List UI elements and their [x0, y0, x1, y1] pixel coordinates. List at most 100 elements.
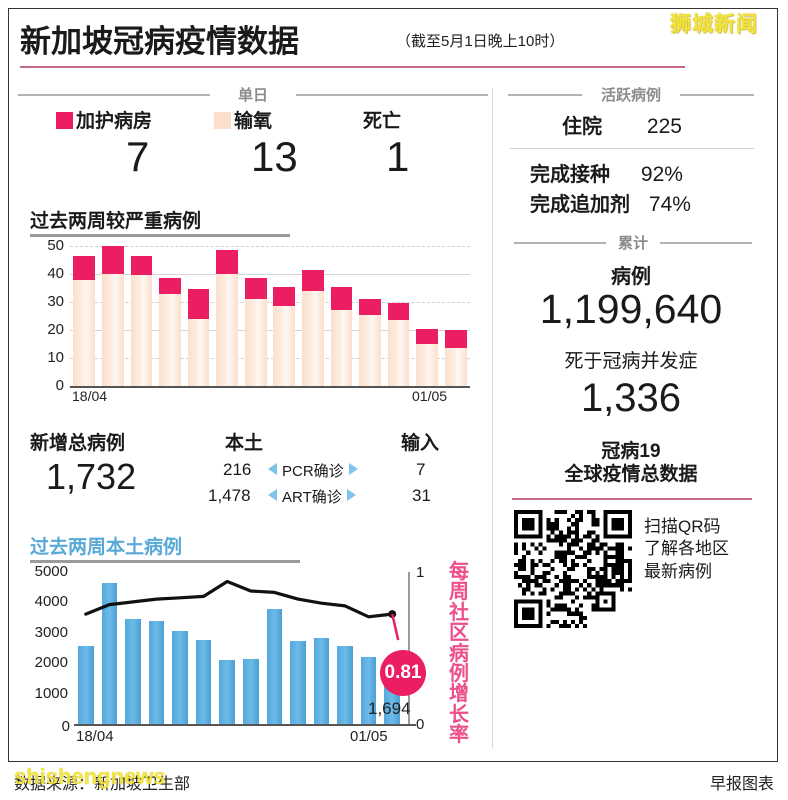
icu-segment: [273, 286, 296, 307]
icu-segment: [416, 328, 438, 344]
local-cases-label: 本土: [225, 433, 264, 454]
chart2-right-tick-bottom: 0: [416, 716, 425, 733]
qr-title-line2: 全球疫情总数据: [564, 464, 698, 486]
legend-deaths: 死亡: [363, 106, 401, 133]
vaccinated-label: 完成接种: [530, 164, 610, 186]
chart2-ytick-3000: 3000: [34, 623, 68, 641]
oxygen-segment: [102, 274, 124, 386]
arrow-right-icon: [346, 489, 356, 501]
oxygen-segment: [330, 310, 353, 386]
legend-oxygen-label: 输氧: [234, 111, 273, 132]
chart2-bar: [337, 645, 353, 724]
column-divider: [492, 88, 493, 748]
deaths-value: 1: [386, 133, 410, 180]
art-local-value: 1,478: [208, 486, 251, 505]
qr-text-line2: 了解各地区: [644, 539, 729, 559]
chart2-bar: [195, 639, 212, 724]
active-divider: [510, 148, 754, 149]
chart1-ytick-10: 10: [47, 349, 64, 366]
arrow-right-icon: [348, 463, 358, 475]
right-axis-label-char: 长: [449, 703, 469, 726]
icu-segment: [244, 278, 267, 300]
arrow-left-icon: [268, 489, 277, 501]
icu-segment: [359, 299, 381, 315]
chart-severe-cases: 0 10 20 30 40 50 18/04 01/05: [30, 237, 480, 418]
cumulative-deaths-label: 死于冠病并发症: [564, 351, 698, 372]
gridline: [70, 246, 470, 247]
pcr-imported-value: 7: [416, 460, 426, 479]
art-row-label: ART确诊: [268, 486, 356, 507]
cumulative-cases-value: 1,199,640: [539, 286, 723, 332]
chart2-title: 过去两周本土病例: [30, 537, 183, 558]
chart1-ytick-40: 40: [47, 265, 64, 282]
icu-segment: [330, 286, 353, 311]
chart2-title-underline: [30, 560, 300, 563]
qr-code[interactable]: [514, 510, 632, 628]
right-axis-label-char: 例: [449, 662, 469, 685]
oxygen-color-swatch: [214, 112, 231, 129]
chart2-ytick-1000: 1000: [34, 684, 68, 702]
oxygen-segment: [273, 306, 296, 386]
chart1-ytick-0: 0: [55, 377, 64, 394]
chart2-bar: [266, 609, 283, 724]
daily-stats: 加护病房 7 输氧 13 死亡 1: [18, 106, 488, 192]
chart1-xtick-end: 01/05: [412, 388, 448, 404]
booster-label: 完成追加剂: [530, 194, 630, 216]
left-column: 单日 加护病房 7 输氧 13 死亡 1 过去两周较严重病例 0 10 20 30 40…: [18, 84, 488, 756]
icu-segment: [102, 246, 124, 274]
hospitalised-label: 住院: [562, 116, 602, 138]
gridline: [70, 302, 470, 303]
chart1-plot-area: [70, 246, 470, 386]
chart2-right-tick-top: 1: [416, 564, 425, 581]
watermark-logo: 狮城新闻: [670, 13, 758, 36]
icu-segment: [216, 250, 238, 274]
right-axis-label-char: 病: [449, 642, 469, 665]
chart2-bar: [313, 638, 330, 724]
oxygen-segment: [159, 293, 181, 386]
chart1-ytick-50: 50: [47, 237, 64, 254]
pcr-row-label: PCR确诊: [268, 460, 358, 481]
header-divider: [20, 66, 685, 68]
right-axis-label-char: 社: [449, 601, 469, 624]
growth-rate-bubble: 0.81: [380, 650, 426, 696]
chart2-baseline: [74, 724, 416, 726]
daily-section-label: 单日: [237, 87, 268, 104]
chart1-baseline: [70, 386, 470, 388]
right-column: 活跃病例 住院 225 完成接种 92% 完成追加剂 74% 累计 病例 1,1…: [500, 84, 762, 756]
chart1-title-underline: [30, 234, 290, 237]
cumulative-section-label: 累计: [617, 235, 648, 252]
chart1-bar: [330, 246, 353, 386]
chart2-bar: [125, 619, 141, 724]
right-axis-label-char: 周: [449, 581, 469, 604]
growth-rate-line: [84, 579, 400, 641]
new-cases-stats: 新增总病例 1,732 本土 输入 216 PCR确诊 7 1,478 ART确…: [18, 428, 488, 532]
oxygen-segment: [444, 348, 467, 386]
chart2-bar: [290, 640, 306, 724]
chart2-xtick-end: 01/05: [350, 728, 388, 745]
chart1-bar: [387, 246, 410, 386]
chart2-ytick-zero: 0: [61, 718, 70, 735]
chart1-xtick-start: 18/04: [72, 388, 108, 404]
legend-oxygen: 输氧: [214, 106, 272, 133]
gridline: [70, 274, 470, 275]
chart1-title: 过去两周较严重病例: [30, 211, 202, 232]
qr-divider: [512, 498, 752, 500]
icu-segment: [130, 255, 153, 276]
chart1-bar: [102, 246, 124, 386]
art-imported-value: 31: [412, 486, 431, 505]
chart1-ytick-20: 20: [47, 321, 64, 338]
chart1-bar: [444, 246, 467, 386]
chart1-bar: [416, 246, 438, 386]
oxygen-segment: [302, 290, 324, 386]
right-axis-label-char: 率: [449, 724, 469, 747]
icu-color-swatch: [56, 112, 73, 129]
active-section-label: 活跃病例: [600, 87, 661, 104]
icu-segment: [187, 289, 210, 319]
footer-credit: 早报图表: [709, 776, 774, 793]
icu-segment: [302, 269, 324, 291]
legend-icu: 加护病房: [56, 106, 152, 133]
chart2-xtick-start: 18/04: [76, 728, 114, 745]
oxygen-segment: [130, 275, 153, 386]
right-axis-label-char: 增: [449, 683, 469, 706]
hospitalised-row: 住院 225: [562, 110, 682, 139]
